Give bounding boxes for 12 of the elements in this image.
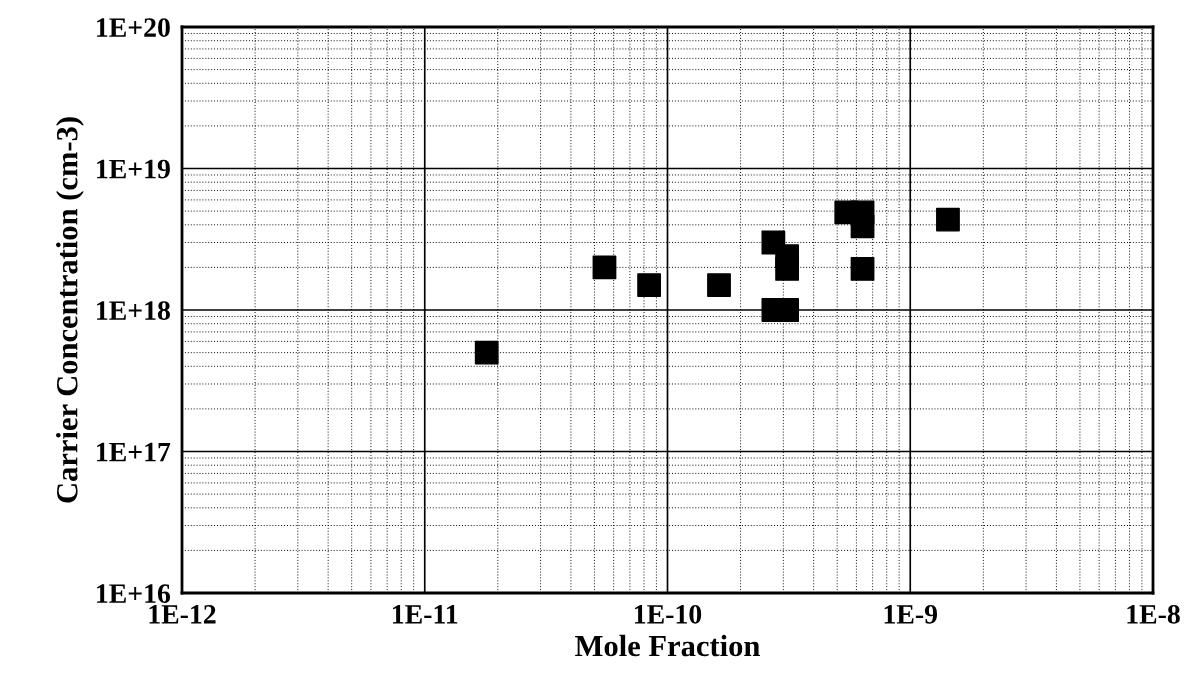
x-tick-label: 1E-8 [1127, 604, 1180, 624]
x-axis-title: Mole Fraction [575, 634, 760, 657]
x-tick-label: 1E-9 [884, 604, 938, 624]
y-tick-label: 1E+18 [97, 301, 170, 320]
y-tick-label: 1E+17 [97, 442, 171, 462]
y-axis-title: Carrier Concentration (cm-3) [56, 117, 84, 503]
y-tick-label: 1E+20 [97, 18, 170, 37]
x-tick-label: 1E-11 [393, 605, 458, 624]
y-tick-label: 1E+19 [97, 159, 170, 179]
y-tick-label: 1E+16 [97, 584, 171, 603]
x-tick-label: 1E-10 [635, 604, 702, 624]
x-tick-label: 1E-12 [149, 604, 216, 624]
